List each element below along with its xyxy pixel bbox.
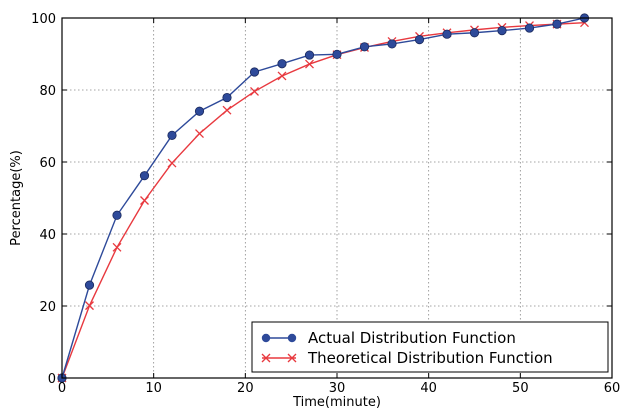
y-tick-label: 20 <box>39 300 56 315</box>
legend-marker-theoretical <box>261 353 297 363</box>
theoretical-point-stroke <box>85 301 94 311</box>
legend-box <box>251 321 609 373</box>
legend-label-theoretical: Theoretical Distribution Function <box>307 349 553 367</box>
theoretical-point <box>250 86 259 96</box>
theoretical-point <box>167 158 177 168</box>
actual-point <box>469 28 480 38</box>
actual-point <box>524 23 535 33</box>
actual-point <box>552 19 562 29</box>
theoretical-point-stroke <box>140 196 149 205</box>
series-actual <box>57 13 590 383</box>
legend-x-stroke <box>287 353 297 363</box>
theoretical-point <box>112 242 122 252</box>
x-tick-label: 60 <box>604 381 620 396</box>
actual-point <box>387 39 397 49</box>
theoretical-point-stroke <box>167 158 177 168</box>
grid <box>62 18 612 378</box>
legend-marker-actual <box>261 333 271 343</box>
y-tick-label: 100 <box>31 12 56 27</box>
actual-point <box>332 49 342 59</box>
y-tick-label: 0 <box>48 372 56 387</box>
y-tick-label: 80 <box>39 84 56 99</box>
tick-labels: 0 10 20 30 40 50 60 0 20 40 60 80 100 <box>31 12 620 396</box>
theoretical-point-stroke <box>277 71 287 81</box>
legend-label-actual: Actual Distribution Function <box>308 329 516 347</box>
actual-point <box>222 92 232 103</box>
theoretical-point-stroke <box>250 86 259 96</box>
theoretical-point <box>222 105 232 115</box>
theoretical-point <box>140 196 149 205</box>
actual-point <box>167 130 177 140</box>
x-tick-label: 0 <box>58 381 66 396</box>
legend-x-stroke <box>261 353 271 363</box>
legend-marker-actual-2 <box>287 333 297 343</box>
x-tick-label: 30 <box>329 381 346 396</box>
x-tick-label: 50 <box>512 381 529 396</box>
theoretical-line <box>61 21 585 379</box>
x-axis-label: Time(minute) <box>292 395 381 410</box>
legend: Actual Distribution Function Theoretical… <box>251 321 609 373</box>
x-tick-label: 20 <box>237 381 254 396</box>
theoretical-point-stroke <box>112 242 122 252</box>
theoretical-point-stroke <box>222 105 232 115</box>
actual-point <box>359 42 370 52</box>
theoretical-point <box>195 129 204 139</box>
y-tick-label: 60 <box>39 156 56 171</box>
theoretical-point-stroke <box>195 129 204 139</box>
actual-point <box>442 29 452 39</box>
y-axis-label: Percentage(%) <box>9 150 24 246</box>
x-tick-label: 10 <box>145 381 162 396</box>
series-layer <box>57 13 590 383</box>
actual-point <box>194 106 205 116</box>
actual-point <box>112 210 122 220</box>
actual-point <box>497 26 507 36</box>
actual-point <box>277 59 287 69</box>
theoretical-point-stroke <box>305 59 314 69</box>
actual-point <box>139 171 150 181</box>
y-tick-label: 40 <box>39 228 56 243</box>
theoretical-point <box>85 301 94 311</box>
actual-point <box>414 34 425 45</box>
x-tick-label: 40 <box>420 381 437 396</box>
actual-point <box>84 280 95 290</box>
actual-point <box>249 67 260 77</box>
theoretical-point <box>277 71 287 81</box>
theoretical-point <box>305 59 314 69</box>
actual-point <box>304 50 315 60</box>
